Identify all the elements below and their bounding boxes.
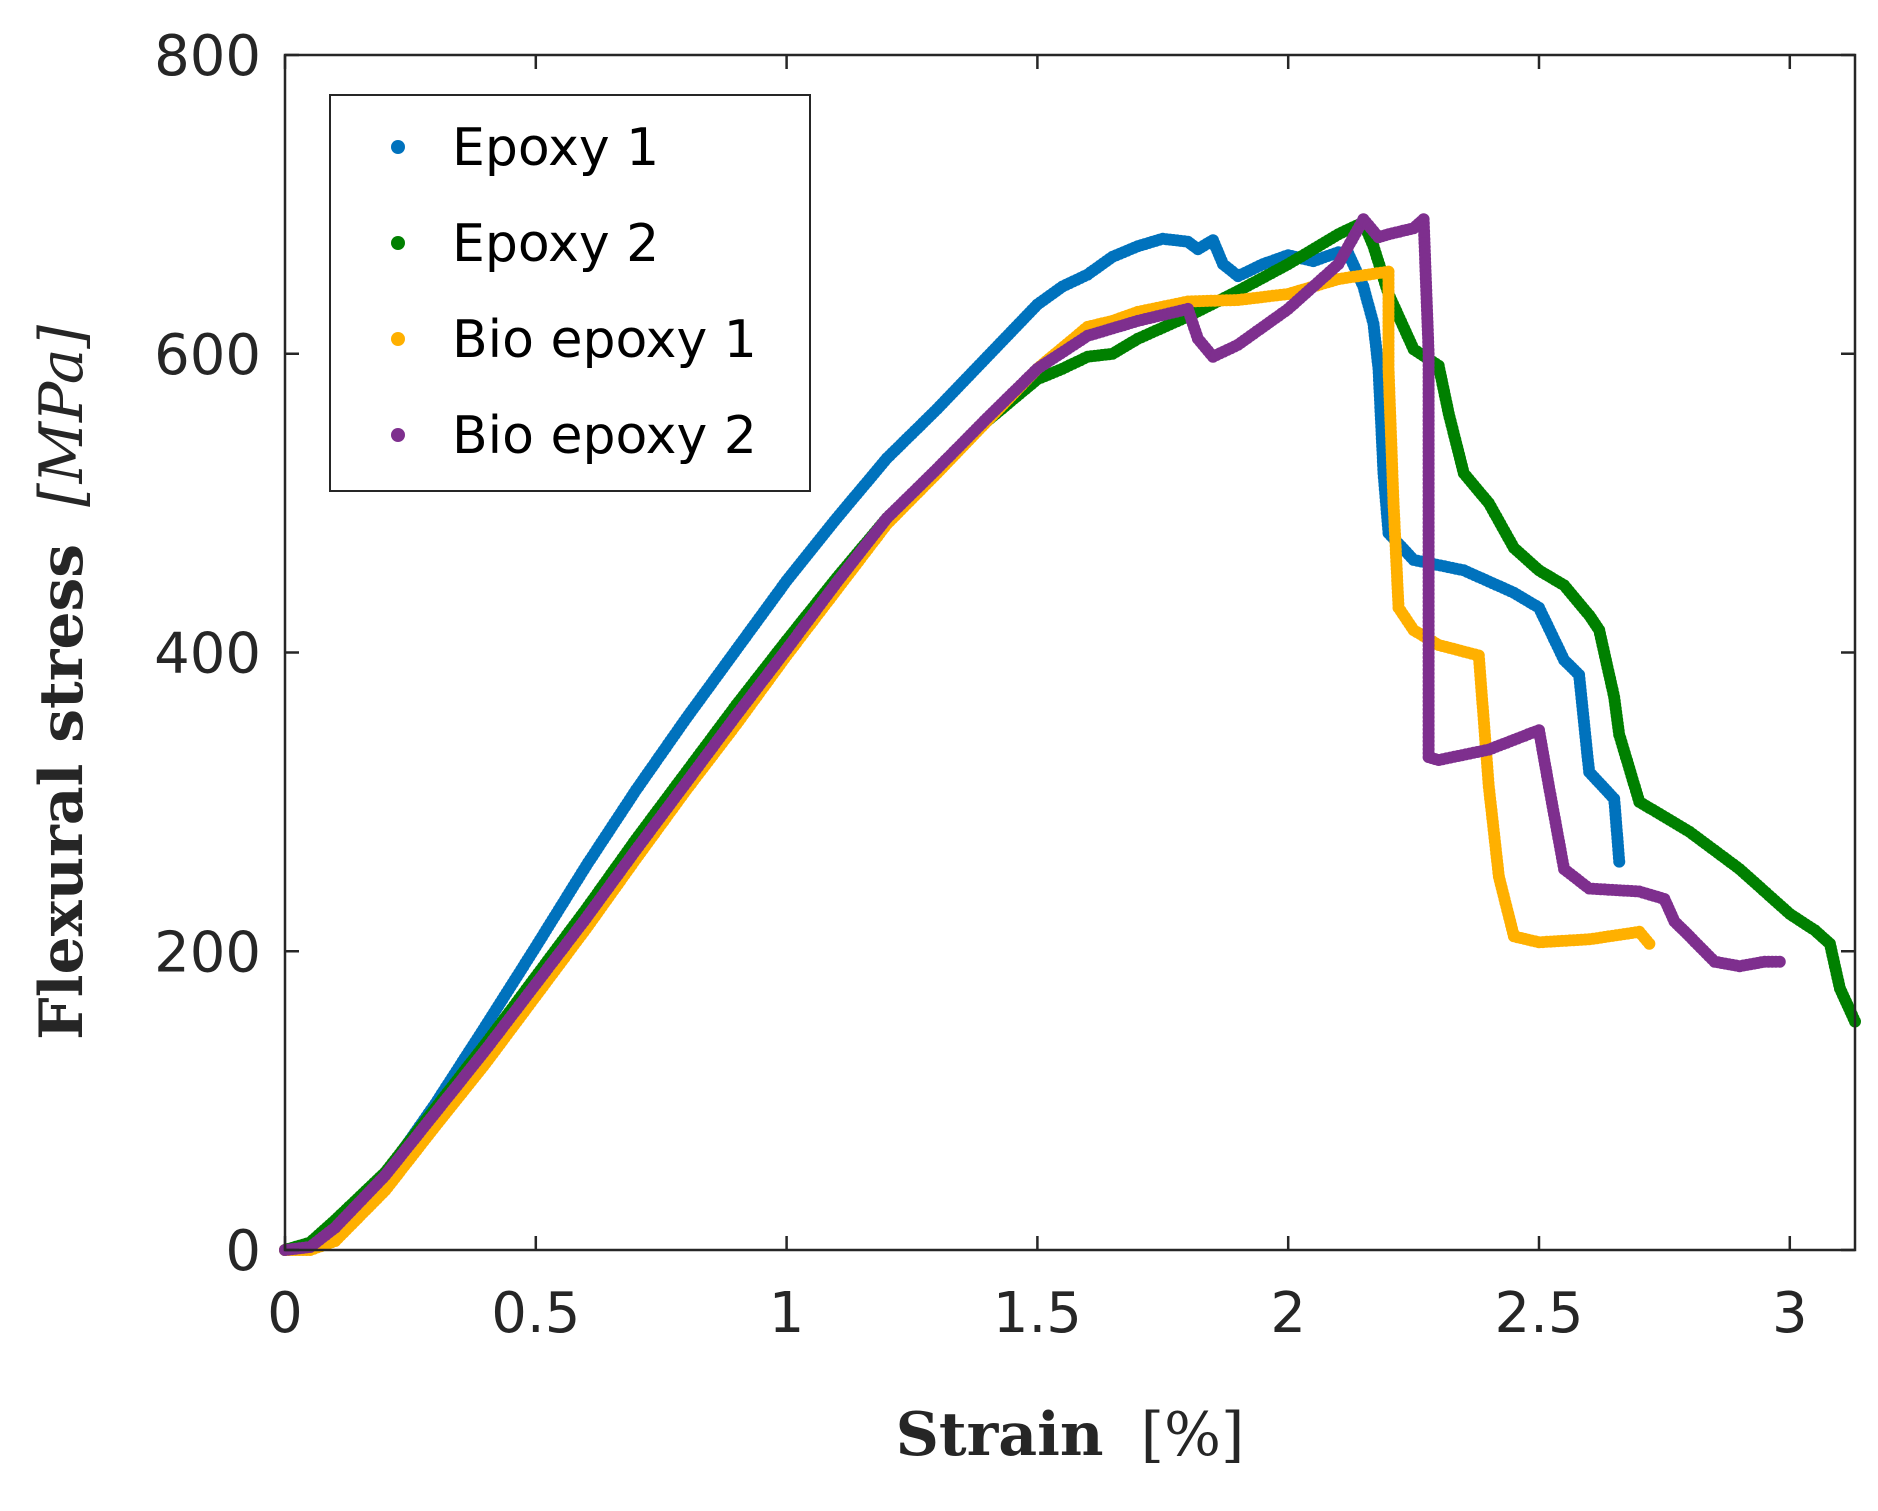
legend-marker: [391, 428, 405, 442]
data-point: [1773, 955, 1786, 968]
legend-box: [329, 94, 811, 492]
data-point: [1643, 937, 1656, 950]
series-layer: [279, 213, 1861, 1256]
legend-label: Bio epoxy 1: [452, 310, 757, 370]
x-axis-title-unit: [%]: [1141, 1400, 1245, 1470]
y-tick-label: 600: [154, 323, 261, 388]
y-tick-label: 800: [154, 24, 261, 89]
x-axis: 0 0.5 1 1.5 2 2.5 3: [267, 55, 1808, 1346]
data-point: [1613, 855, 1626, 868]
x-tick-label: 0.5: [491, 1281, 580, 1346]
x-tick-label: 3: [1772, 1281, 1808, 1346]
series-bio-epoxy-2: [279, 213, 1786, 1256]
legend-label: Epoxy 2: [452, 214, 659, 274]
y-axis-title-bold: Flexural stress: [27, 544, 97, 1040]
x-axis-title-bold: Strain: [896, 1400, 1104, 1470]
y-axis: 0 200 400 600 800: [154, 24, 1855, 1284]
legend-marker: [391, 332, 405, 346]
y-tick-label: 0: [225, 1219, 261, 1284]
x-tick-label: 2.5: [1494, 1281, 1583, 1346]
legend-items: Epoxy 1 Epoxy 2 Bio epoxy 1 Bio epoxy 2: [391, 118, 757, 466]
y-tick-label: 400: [154, 622, 261, 687]
legend-label: Epoxy 1: [452, 118, 659, 178]
y-axis-title: Flexural stress [MPa]: [27, 325, 97, 1040]
legend-marker: [391, 140, 405, 154]
x-tick-label: 0: [267, 1281, 303, 1346]
legend-marker: [391, 236, 405, 250]
y-tick-label: 200: [154, 920, 261, 985]
legend: Epoxy 1 Epoxy 2 Bio epoxy 1 Bio epoxy 2: [329, 94, 811, 492]
y-axis-title-unit: [MPa]: [27, 325, 97, 507]
x-tick-label: 1: [769, 1281, 805, 1346]
x-axis-title: Strain [%]: [896, 1400, 1245, 1470]
x-tick-label: 2: [1270, 1281, 1306, 1346]
legend-label: Bio epoxy 2: [452, 406, 757, 466]
x-tick-label: 1.5: [993, 1281, 1082, 1346]
